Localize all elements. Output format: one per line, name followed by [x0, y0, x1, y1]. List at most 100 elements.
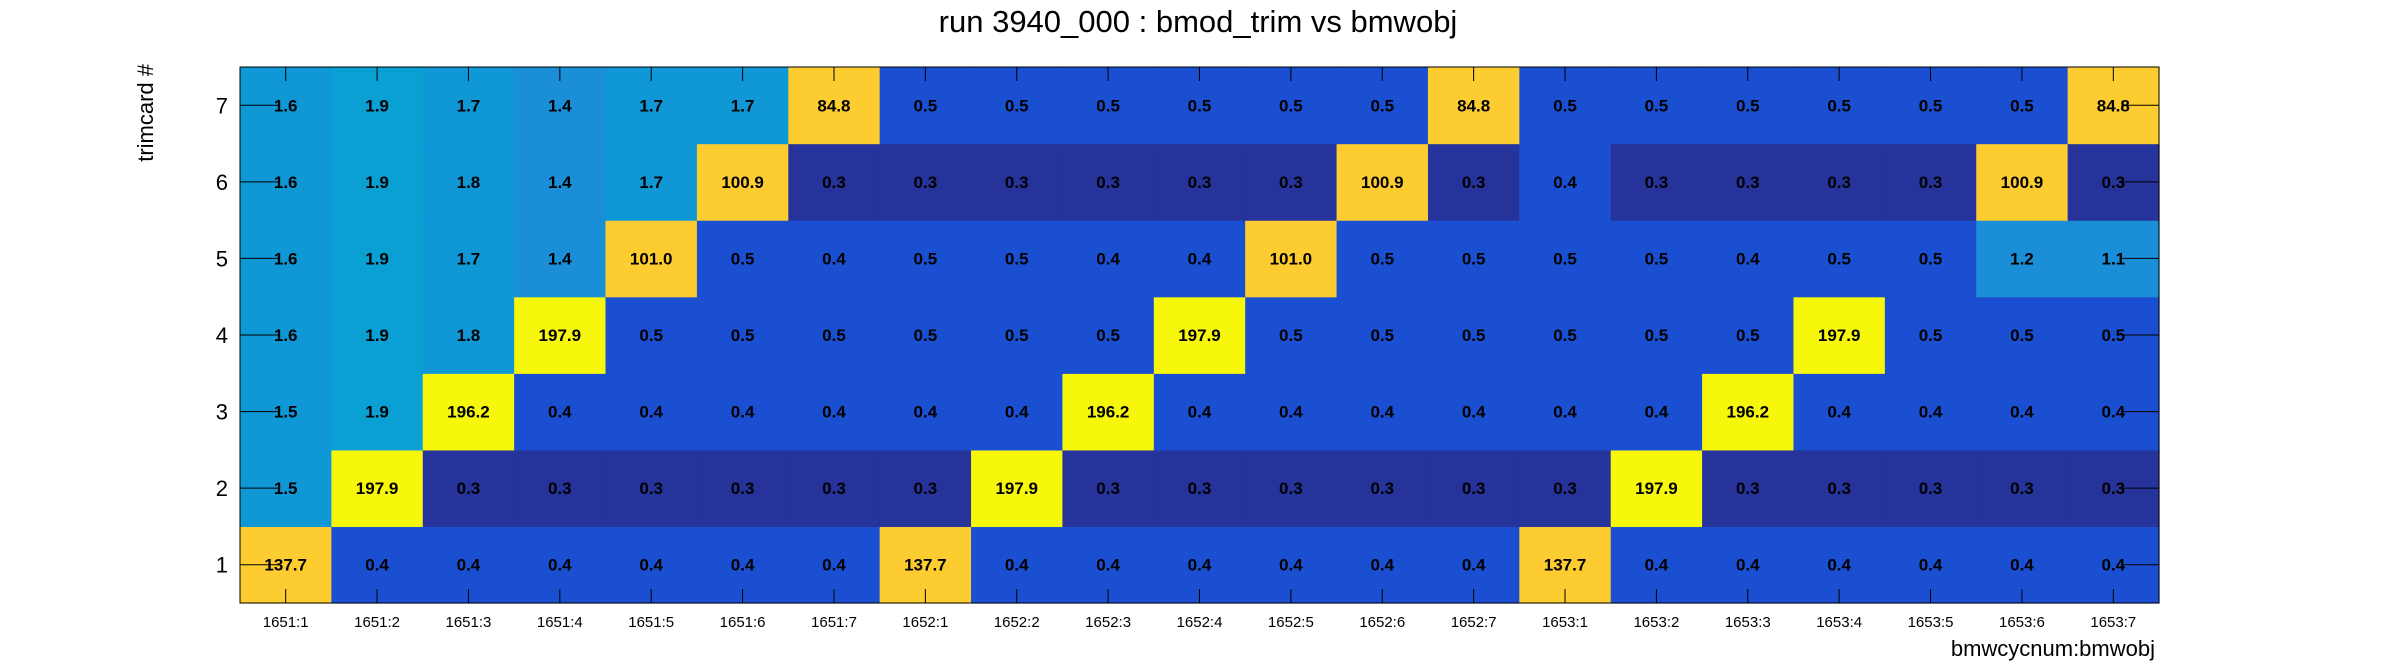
x-axis-tick-labels: 1651:1 1651:2 1651:3 1651:4 1651:5 1651:6 1651…	[263, 614, 2137, 631]
cell-value-label: 0.5	[1005, 326, 1029, 345]
cell-value-label: 0.5	[1919, 249, 1943, 268]
x-tick-label: 1651:6	[720, 614, 766, 631]
cell-value-label: 0.4	[1462, 556, 1486, 575]
heatmap-cell	[1062, 143, 1155, 221]
cell-value-label: 0.4	[1736, 249, 1760, 268]
cell-value-label: 101.0	[630, 249, 673, 268]
heatmap-cell	[1336, 220, 1429, 298]
heatmap-cell	[514, 296, 607, 374]
cell-value-label: 0.3	[914, 479, 938, 498]
cell-value-label: 0.5	[1370, 96, 1394, 115]
cell-value-label: 0.3	[639, 479, 663, 498]
cell-value-label: 0.5	[1005, 96, 1029, 115]
heatmap-cell	[514, 143, 607, 221]
heatmap-cell	[1062, 296, 1155, 374]
heatmap-cell	[879, 143, 972, 221]
cell-value-label: 0.4	[548, 403, 572, 422]
heatmap-cell	[1702, 296, 1795, 374]
cell-value-label: 0.4	[548, 556, 572, 575]
cell-value-label: 0.5	[731, 249, 755, 268]
heatmap-cell	[605, 449, 698, 528]
cell-value-label: 0.3	[1827, 479, 1851, 498]
heatmap-cell	[879, 296, 972, 374]
y-tick-label: 4	[216, 323, 228, 348]
cell-value-label: 0.5	[1005, 249, 1029, 268]
cell-value-label: 0.4	[1919, 556, 1943, 575]
cell-value-label: 0.4	[1005, 403, 1029, 422]
cell-value-label: 0.5	[1370, 249, 1394, 268]
cell-value-label: 0.4	[1096, 556, 1120, 575]
cell-value-label: 0.4	[639, 403, 663, 422]
heatmap-cell	[422, 220, 515, 298]
heatmap-cell	[788, 296, 881, 374]
cell-value-label: 0.3	[1096, 173, 1120, 192]
cell-value-label: 0.5	[1827, 96, 1851, 115]
heatmap-cell	[1062, 220, 1155, 298]
x-tick-label: 1652:4	[1177, 614, 1223, 631]
cell-value-label: 0.4	[731, 403, 755, 422]
cell-value-label: 0.3	[1462, 479, 1486, 498]
heatmap-cell	[1427, 296, 1520, 374]
heatmap-cell	[1976, 143, 2069, 221]
heatmap-cell-labels: 137.7 0.4 0.4 0.4 0.4 0.4 0.4 137.7 0.4 0.4 0.4 0.4…	[264, 96, 2129, 574]
heatmap-cell	[788, 449, 881, 528]
heatmap-cell	[696, 449, 789, 528]
heatmap-cell	[422, 373, 515, 451]
cell-value-label: 0.5	[1462, 249, 1486, 268]
heatmap-cell	[696, 373, 789, 451]
heatmap-cell	[514, 449, 607, 528]
heatmap-cell	[1153, 449, 1246, 528]
cell-value-label: 84.8	[2097, 96, 2130, 115]
cell-value-label: 1.7	[639, 173, 663, 192]
x-tick-label: 1651:7	[811, 614, 857, 631]
heatmap-cell	[1884, 143, 1977, 221]
heatmap-cell	[1245, 373, 1338, 451]
cell-value-label: 1.4	[548, 96, 572, 115]
heatmap-cell	[1519, 143, 1612, 221]
cell-value-label: 0.3	[1188, 479, 1212, 498]
cell-value-label: 0.4	[822, 249, 846, 268]
cell-value-label: 0.4	[1645, 403, 1669, 422]
heatmap-cell	[605, 373, 698, 451]
cell-value-label: 1.6	[274, 249, 298, 268]
cell-value-label: 0.5	[914, 96, 938, 115]
heatmap-cell	[971, 373, 1064, 451]
heatmap-cell	[1976, 220, 2069, 298]
heatmap-cell	[1884, 296, 1977, 374]
x-tick-label: 1652:3	[1085, 614, 1131, 631]
cell-value-label: 0.3	[2010, 479, 2034, 498]
heatmap-cell	[1884, 373, 1977, 451]
cell-value-label: 0.4	[365, 556, 389, 575]
cell-value-label: 0.5	[914, 249, 938, 268]
cell-value-label: 84.8	[817, 96, 850, 115]
x-tick-label: 1652:5	[1268, 614, 1314, 631]
cell-value-label: 0.4	[1188, 403, 1212, 422]
x-tick-label: 1652:1	[902, 614, 948, 631]
cell-value-label: 137.7	[264, 556, 307, 575]
heatmap-cell	[1793, 296, 1886, 374]
heatmap-cell	[514, 220, 607, 298]
cell-value-label: 0.4	[457, 556, 481, 575]
cell-value-label: 0.4	[1919, 403, 1943, 422]
cell-value-label: 0.5	[1645, 249, 1669, 268]
cell-value-label: 0.4	[1827, 556, 1851, 575]
cell-value-label: 0.4	[2101, 403, 2125, 422]
cell-value-label: 0.4	[914, 403, 938, 422]
cell-value-label: 1.5	[274, 403, 298, 422]
cell-value-label: 0.5	[1645, 96, 1669, 115]
heatmap-cell	[696, 143, 789, 221]
cell-value-label: 197.9	[1635, 479, 1678, 498]
heatmap-cell	[1519, 220, 1612, 298]
cell-value-label: 100.9	[1361, 173, 1404, 192]
heatmap-cell	[1702, 373, 1795, 451]
heatmap-cell	[1793, 449, 1886, 528]
cell-value-label: 1.7	[731, 96, 755, 115]
heatmap-cell	[971, 296, 1064, 374]
cell-value-label: 196.2	[447, 403, 490, 422]
cell-value-label: 0.3	[731, 479, 755, 498]
x-tick-label: 1651:1	[263, 614, 309, 631]
heatmap-cell	[1427, 220, 1520, 298]
cell-value-label: 1.9	[365, 403, 389, 422]
heatmap-cell	[1336, 143, 1429, 221]
